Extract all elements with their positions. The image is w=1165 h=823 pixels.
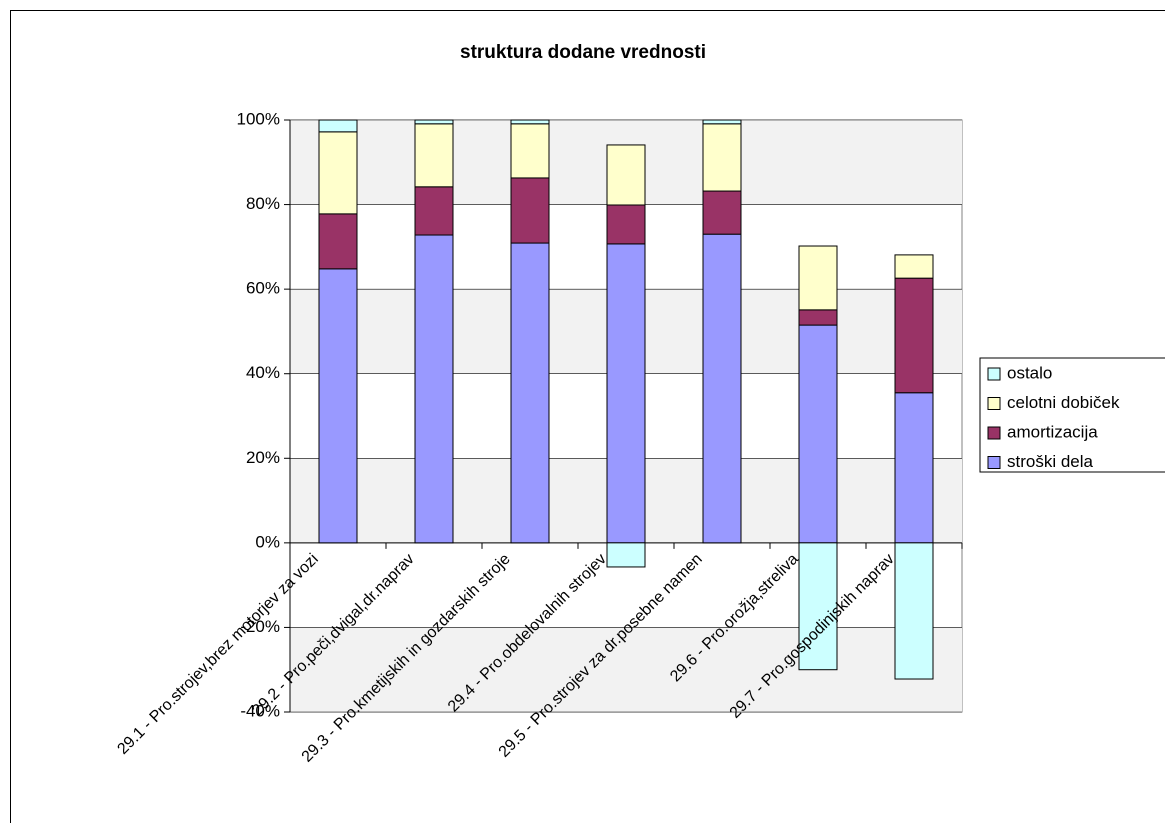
y-tick-label: -20% — [240, 617, 280, 636]
bar-segment — [798, 542, 838, 671]
bar-segment — [414, 186, 454, 236]
y-tick-label: -40% — [240, 701, 280, 720]
y-tick-label: 20% — [246, 448, 280, 467]
y-tick-label: 0% — [255, 532, 280, 551]
bar-segment — [702, 119, 742, 125]
bar-segment — [606, 204, 646, 245]
y-tick-label: 80% — [246, 194, 280, 213]
bar-segment — [318, 119, 358, 133]
chart-title: struktura dodane vrednosti — [460, 42, 706, 63]
legend-label: stroški dela — [1007, 452, 1094, 471]
bar-segment — [606, 542, 646, 568]
bar-segment — [702, 190, 742, 235]
bar-segment — [510, 242, 550, 544]
bar-segment — [510, 123, 550, 179]
y-tick-label: 60% — [246, 279, 280, 298]
bar-segment — [798, 245, 838, 311]
bar-segment — [606, 144, 646, 206]
bar-segment — [702, 233, 742, 544]
legend-swatch — [987, 456, 1001, 469]
bar-segment — [894, 542, 934, 680]
bar-segment — [510, 119, 550, 125]
legend — [979, 357, 1165, 473]
plot-band — [290, 627, 962, 712]
bar-segment — [414, 119, 454, 125]
legend-label: ostalo — [1007, 363, 1052, 382]
y-tick-label: 100% — [237, 109, 280, 128]
bar-segment — [894, 392, 934, 544]
bar-segment — [414, 234, 454, 544]
legend-label: celotni dobiček — [1007, 393, 1120, 412]
legend-swatch — [987, 367, 1001, 381]
legend-swatch — [987, 397, 1001, 410]
bar-segment — [702, 123, 742, 192]
bar-segment — [606, 243, 646, 544]
y-tick-label: 40% — [246, 363, 280, 382]
bar-segment — [318, 131, 358, 215]
legend-swatch — [987, 426, 1001, 440]
bar-segment — [798, 324, 838, 544]
bar-segment — [318, 213, 358, 270]
bar-segment — [414, 123, 454, 188]
bar-segment — [894, 277, 934, 394]
bar-segment — [510, 177, 550, 244]
bar-segment — [798, 309, 838, 326]
legend-label: amortizacija — [1007, 422, 1098, 441]
bar-segment — [318, 268, 358, 544]
bar-segment — [894, 254, 934, 279]
